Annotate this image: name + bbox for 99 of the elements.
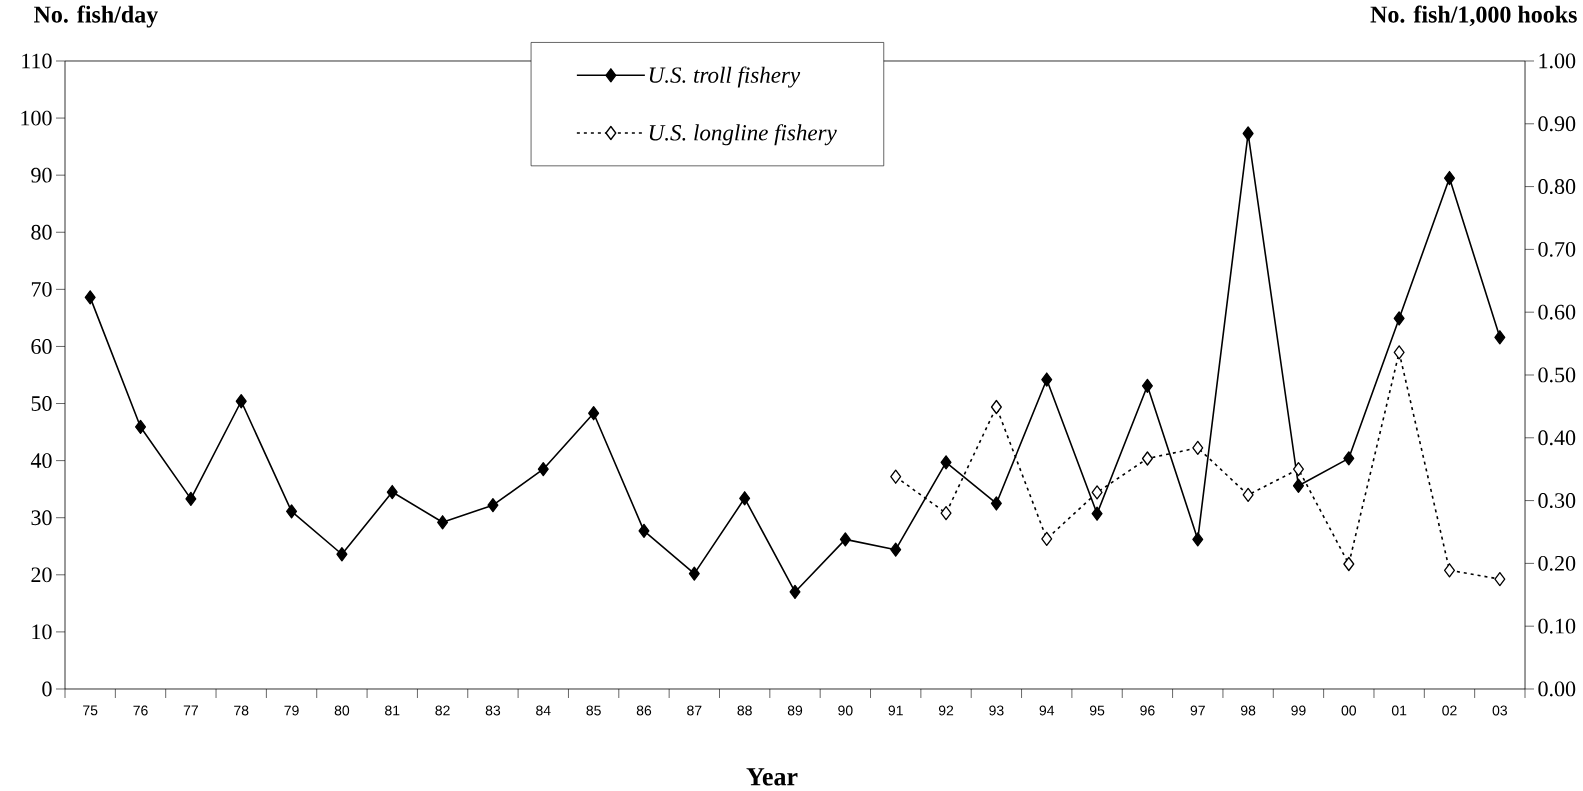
y2-tick-label: 0.50 (1538, 367, 1576, 383)
y-tick-label: 60 (31, 339, 52, 354)
point (1091, 506, 1103, 521)
point (185, 491, 197, 507)
x-tick-label: 78 (234, 705, 249, 716)
point (839, 532, 851, 547)
x-tick-label: 90 (838, 705, 853, 716)
y2-tick-label: 0.10 (1538, 618, 1576, 634)
point (1141, 378, 1153, 393)
x-tick-label: 88 (737, 705, 752, 716)
x-tick-label: 98 (1240, 705, 1256, 716)
y2-axis-title: No. fish/1,000 hooks (1370, 5, 1577, 27)
x-tick-label: 81 (385, 705, 400, 716)
y-tick-label: 100 (21, 110, 52, 126)
x-tick-label: 96 (1140, 705, 1155, 716)
point (286, 504, 298, 519)
point (537, 462, 549, 477)
point (1393, 311, 1405, 326)
x-tick-label: 75 (83, 705, 98, 716)
point (638, 523, 650, 538)
point (1041, 372, 1053, 387)
x-tick-label: 92 (938, 705, 954, 716)
legend-label: U.S. troll fishery (649, 66, 801, 88)
point (1292, 478, 1304, 493)
y2-tick-label: 0.20 (1538, 555, 1576, 571)
point (789, 584, 801, 600)
point (890, 469, 902, 484)
point (990, 399, 1002, 415)
y-tick-label: 70 (31, 281, 52, 297)
point (1443, 170, 1456, 186)
y-axis-title: No. fish/day (34, 5, 158, 28)
y2-tick-label: 1.00 (1539, 53, 1576, 69)
point (688, 566, 700, 581)
point (84, 290, 96, 305)
y-tick-label: 10 (32, 624, 52, 640)
point (1494, 330, 1506, 345)
x-tick-label: 83 (485, 705, 501, 716)
point (1141, 451, 1153, 466)
y2-tick-label: 0.40 (1538, 430, 1576, 446)
legend-label: U.S. longline fishery (649, 124, 837, 146)
point (890, 542, 902, 557)
y2-tick-label: 0.90 (1538, 116, 1576, 132)
point (1292, 462, 1304, 477)
x-tick-label: 95 (1089, 705, 1105, 716)
point (336, 547, 348, 562)
point (1393, 345, 1405, 360)
y2-tick-label: 0.60 (1538, 304, 1576, 320)
y-tick-label: 0 (42, 681, 52, 697)
x-tick-label: 91 (888, 705, 903, 716)
y2-tick-label: 0.00 (1538, 681, 1576, 697)
x-tick-label: 99 (1291, 705, 1306, 716)
point (1242, 487, 1254, 503)
x-tick-label: 84 (536, 705, 551, 716)
point (1192, 532, 1204, 547)
x-tick-label: 80 (334, 705, 350, 716)
y-tick-label: 110 (22, 53, 52, 69)
x-tick-label: 94 (1039, 705, 1055, 716)
point (487, 498, 499, 513)
point (1041, 531, 1053, 547)
x-tick-label: 03 (1492, 705, 1507, 716)
x-tick-label: 93 (989, 705, 1004, 716)
x-tick-label: 79 (284, 705, 299, 716)
x-tick-label: 82 (435, 705, 450, 716)
y-tick-label: 20 (31, 567, 52, 583)
y-tick-label: 40 (30, 453, 52, 469)
point (1343, 556, 1355, 572)
y2-tick-label: 0.30 (1538, 493, 1576, 509)
point (1192, 440, 1204, 455)
point (235, 394, 247, 409)
y-tick-label: 30 (31, 510, 52, 526)
x-axis-title: Year (746, 768, 798, 786)
x-tick-label: 01 (1391, 705, 1407, 716)
point (1343, 451, 1355, 466)
x-tick-label: 89 (787, 705, 803, 716)
point (1242, 126, 1254, 141)
point (1494, 571, 1506, 587)
point (739, 491, 751, 506)
x-tick-label: 86 (636, 705, 652, 716)
x-tick-label: 97 (1190, 705, 1205, 716)
point (386, 484, 398, 500)
x-tick-label: 87 (687, 705, 702, 716)
y-tick-label: 90 (31, 167, 52, 183)
x-tick-label: 02 (1442, 705, 1457, 716)
point (437, 515, 449, 530)
x-tick-label: 00 (1341, 705, 1357, 716)
y-tick-label: 80 (31, 224, 52, 240)
point (940, 505, 952, 521)
x-tick-label: 85 (586, 705, 601, 716)
point (940, 455, 952, 470)
point (990, 496, 1002, 511)
point (135, 419, 147, 435)
y2-tick-label: 0.80 (1538, 179, 1576, 195)
x-tick-label: 76 (133, 705, 148, 716)
point (588, 406, 600, 421)
y2-tick-label: 0.70 (1538, 241, 1576, 257)
x-tick-label: 77 (183, 705, 198, 716)
point (1443, 563, 1456, 578)
point (1091, 485, 1103, 500)
y-tick-label: 50 (31, 396, 52, 411)
